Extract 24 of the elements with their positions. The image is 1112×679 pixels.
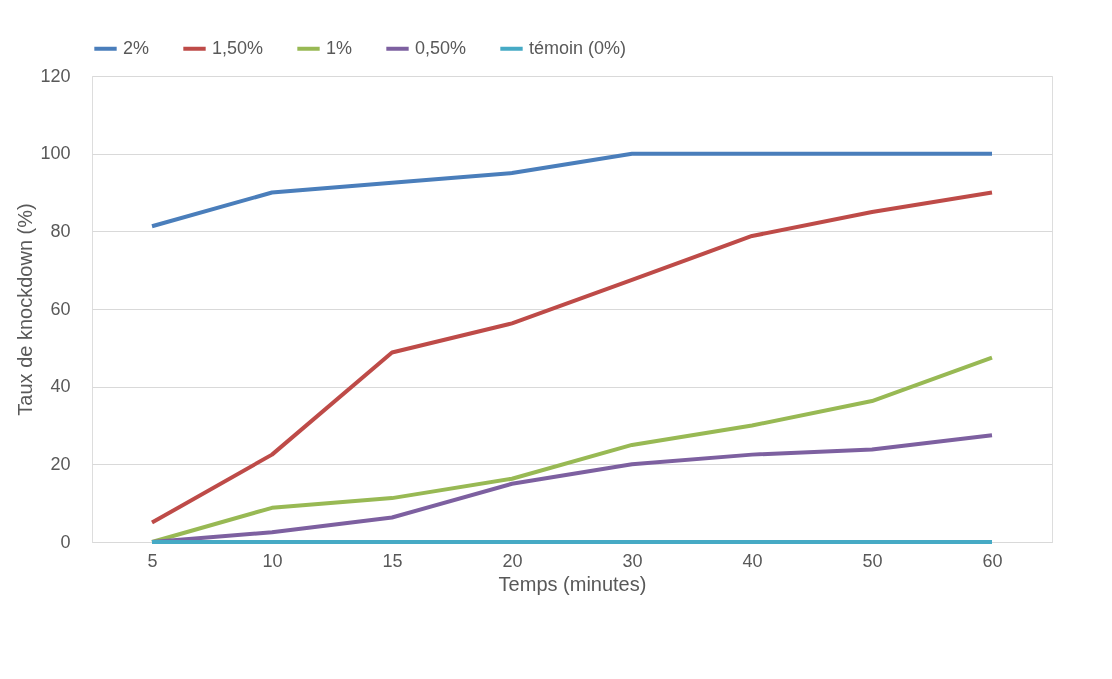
x-tick-label: 30: [622, 550, 643, 571]
x-tick-label: 15: [382, 550, 403, 571]
x-tick-label: 20: [502, 550, 523, 571]
y-axis-title: Taux de knockdown (%): [14, 203, 37, 416]
x-tick-label: 60: [982, 550, 1003, 571]
line-series: [150, 190, 994, 525]
legend-label: 2%: [123, 37, 150, 58]
x-tick-label: 10: [262, 550, 283, 571]
x-axis-title: Temps (minutes): [498, 572, 647, 595]
legend-label: 0,50%: [415, 37, 467, 58]
x-tick-label: 50: [862, 550, 883, 571]
y-tick-label: 40: [50, 376, 71, 397]
y-tick-label: 20: [50, 453, 71, 474]
y-tick-label: 60: [50, 298, 71, 319]
x-tick-label: 5: [147, 550, 158, 571]
legend-label: 1%: [326, 37, 353, 58]
legend-label: témoin (0%): [529, 37, 627, 58]
legend-label: 1,50%: [212, 37, 264, 58]
y-tick-label: 80: [50, 220, 71, 241]
x-tick-label: 40: [742, 550, 763, 571]
y-tick-label: 0: [60, 531, 71, 552]
line-series: [150, 151, 994, 229]
y-tick-label: 120: [40, 65, 71, 86]
y-tick-label: 100: [40, 143, 71, 164]
